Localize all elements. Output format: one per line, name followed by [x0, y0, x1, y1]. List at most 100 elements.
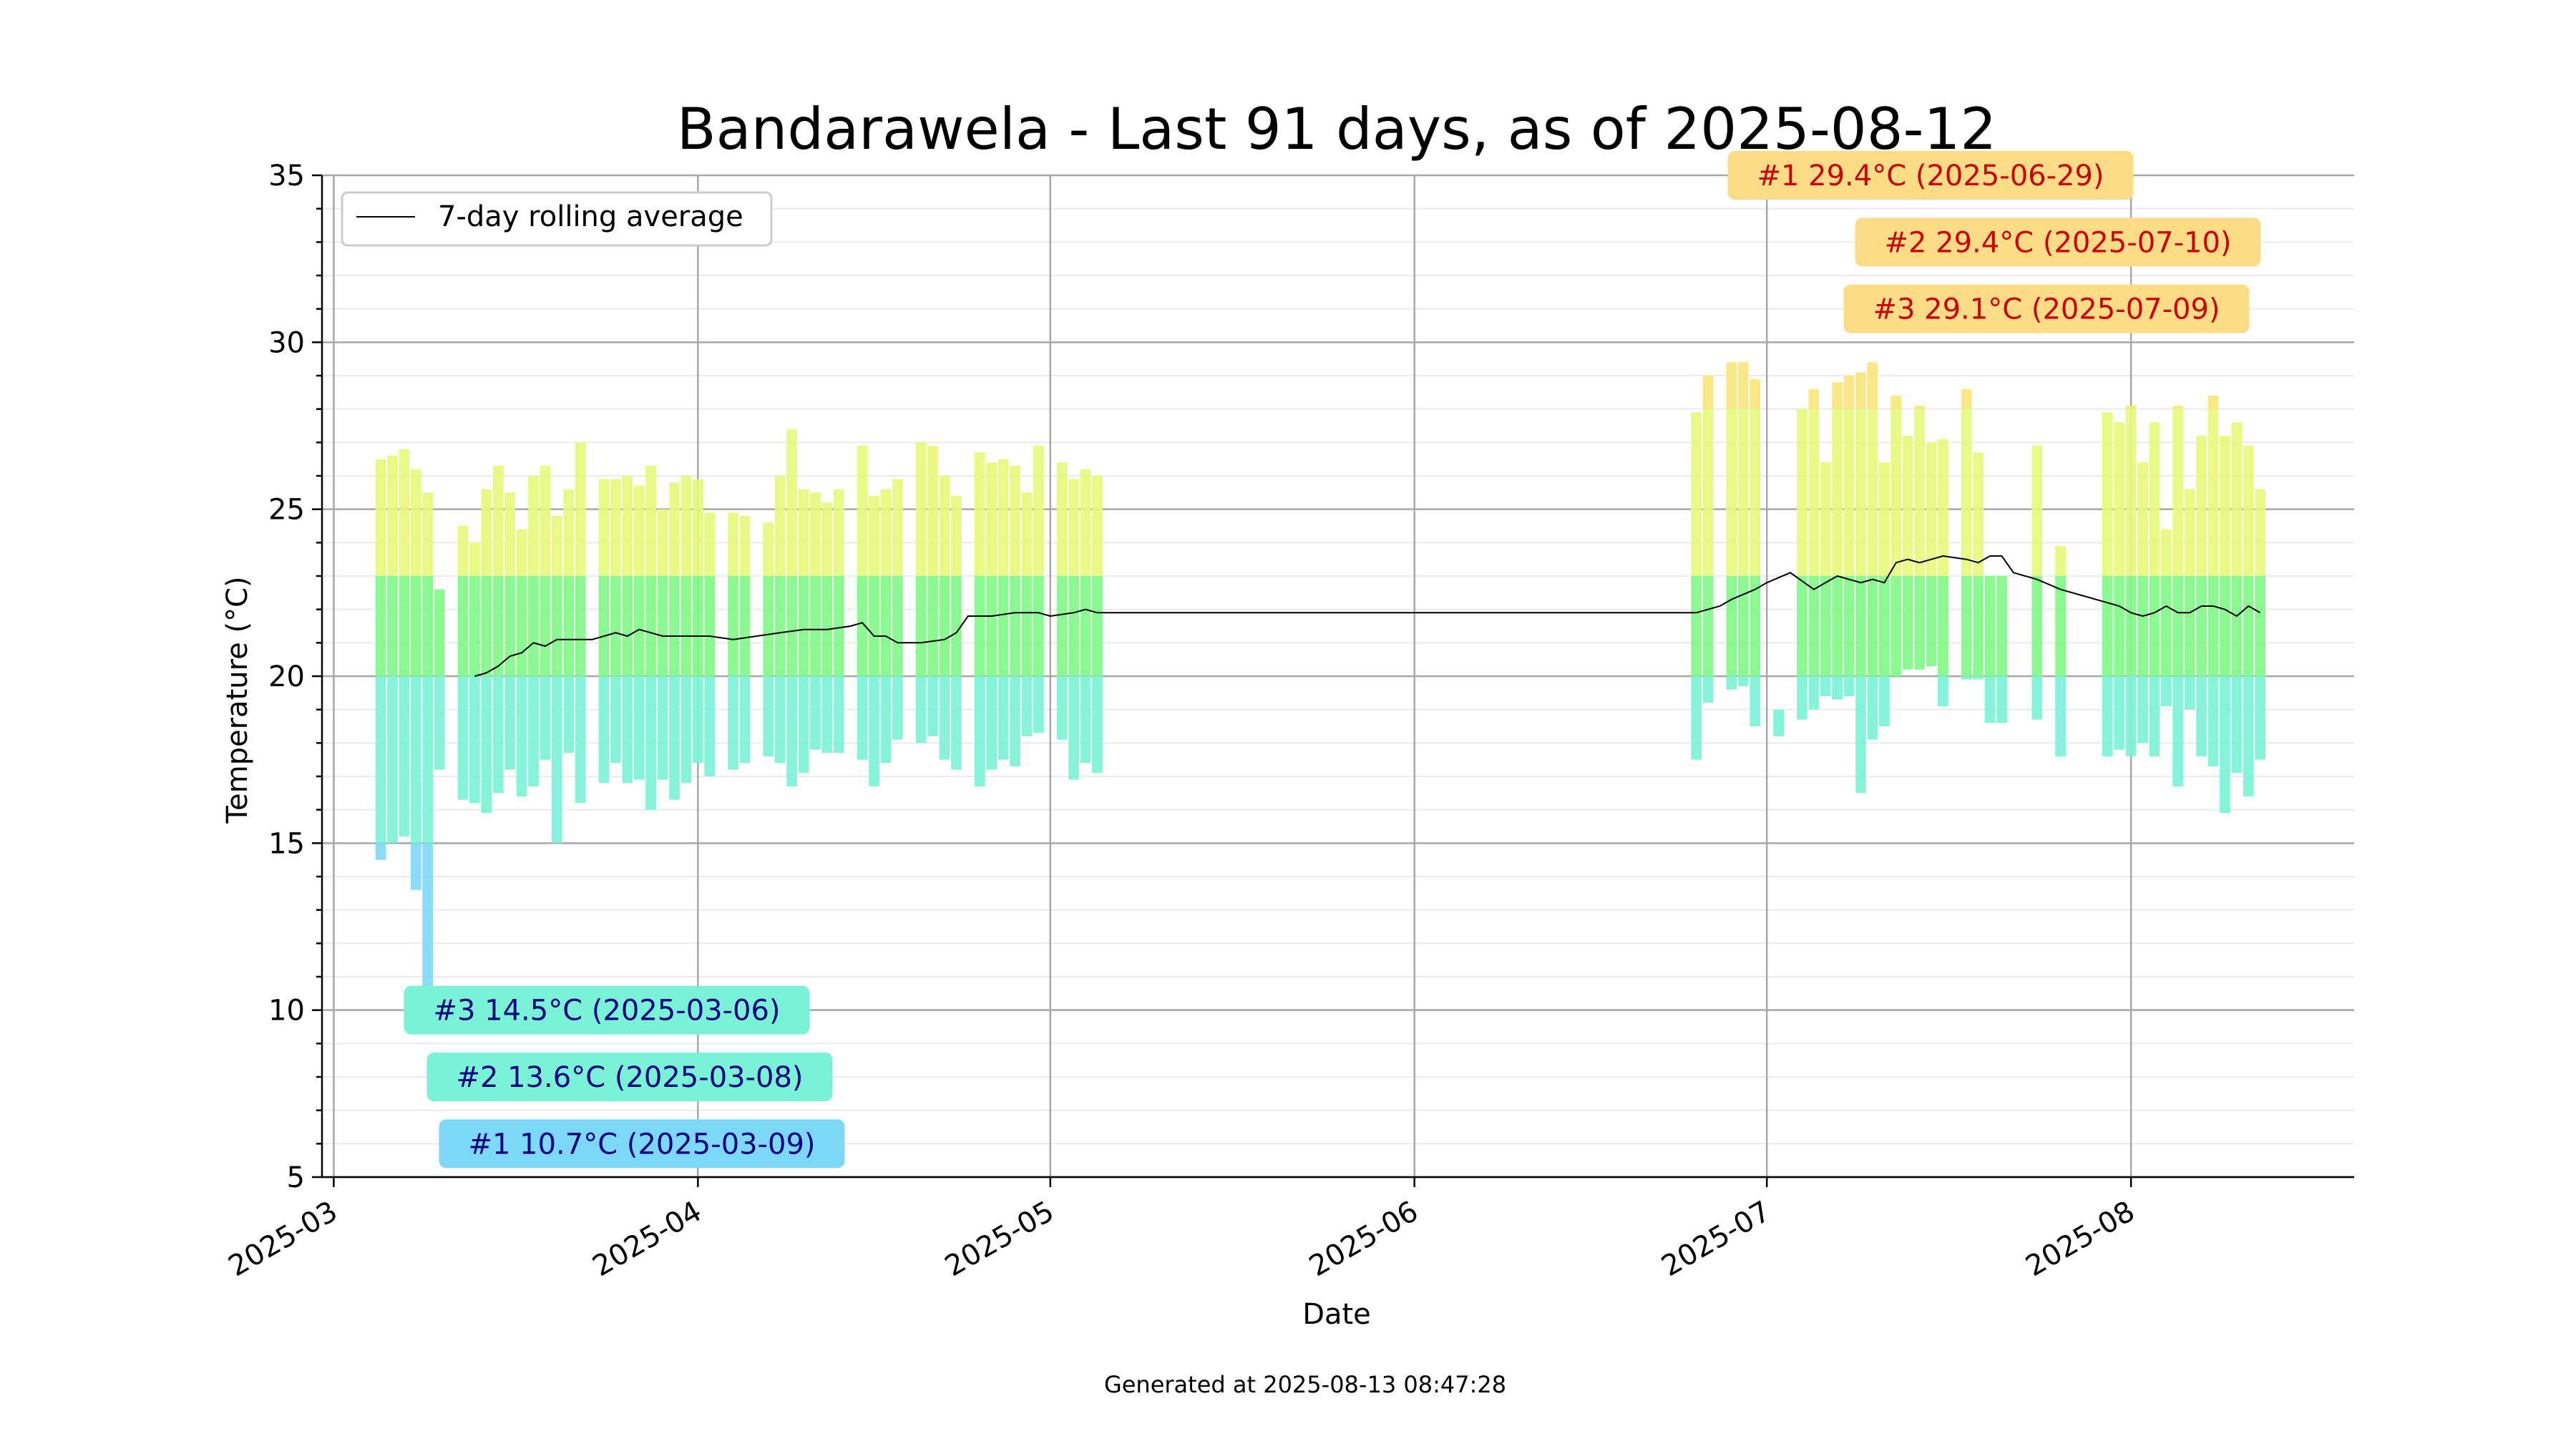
day-bar-segment — [1773, 709, 1784, 736]
day-bar-segment — [1021, 576, 1033, 676]
day-bar-segment — [2160, 529, 2172, 576]
hottest-annotation: #1 29.4°C (2025-06-29) — [1727, 151, 2134, 200]
day-bar-segment — [1878, 676, 1890, 726]
day-bar — [410, 469, 421, 890]
day-bar-segment — [1092, 576, 1103, 676]
day-bar-segment — [974, 576, 985, 676]
day-bar — [1878, 462, 1890, 726]
day-bar — [833, 489, 844, 753]
day-bar-segment — [786, 676, 798, 786]
day-bar — [1056, 462, 1068, 740]
day-bar-segment — [763, 676, 774, 756]
day-bar-segment — [1056, 676, 1068, 740]
day-bar-segment — [833, 489, 844, 576]
day-bar-segment — [551, 516, 562, 576]
day-bar-segment — [2160, 576, 2172, 676]
day-bar-segment — [1843, 676, 1855, 696]
day-bar — [2172, 406, 2184, 786]
coldest-annotation: #2 13.6°C (2025-03-08) — [426, 1053, 833, 1101]
day-bar-segment — [880, 576, 892, 676]
day-bar — [857, 446, 868, 760]
day-bar-segment — [2184, 676, 2195, 710]
day-bar-segment — [633, 676, 645, 780]
day-bar-segment — [540, 466, 551, 576]
day-bar-segment — [704, 576, 716, 676]
day-bar-segment — [1737, 676, 1749, 686]
day-bar-segment — [516, 676, 527, 796]
day-bar-segment — [610, 479, 621, 576]
day-bar-segment — [915, 442, 927, 576]
day-bar-segment — [2055, 576, 2066, 676]
day-bar-segment — [1750, 409, 1761, 576]
day-bar — [1820, 462, 1831, 696]
day-bar-segment — [974, 452, 985, 576]
day-bar-segment — [1808, 389, 1820, 409]
day-bar-segment — [504, 676, 516, 770]
day-bar — [1914, 406, 1925, 670]
day-bar-segment — [2137, 462, 2148, 576]
day-bar-segment — [657, 676, 668, 780]
day-bar — [997, 459, 1009, 760]
day-bar-segment — [774, 576, 786, 676]
day-bar — [774, 476, 786, 763]
day-bar — [492, 466, 504, 794]
day-bar-segment — [2231, 422, 2243, 576]
day-bar-segment — [1820, 576, 1831, 676]
day-bar-segment — [540, 576, 551, 676]
day-bar-segment — [1973, 452, 1984, 576]
day-bar-segment — [492, 676, 504, 794]
day-bar — [1984, 576, 1996, 723]
day-bar-segment — [575, 676, 586, 804]
day-bar-segment — [1843, 576, 1855, 676]
day-bar-segment — [1010, 576, 1020, 676]
day-bar-segment — [997, 676, 1009, 760]
day-bar-segment — [997, 459, 1009, 576]
day-bar-segment — [528, 576, 539, 676]
day-bar-segment — [469, 542, 480, 576]
day-bar — [1902, 436, 1913, 670]
day-bar — [1021, 492, 1033, 736]
day-bar-segment — [728, 676, 738, 770]
day-bar-segment — [598, 576, 610, 676]
day-bar-segment — [927, 576, 939, 676]
day-bar — [598, 479, 610, 784]
day-bar-segment — [1750, 576, 1761, 676]
day-bar-segment — [763, 522, 774, 576]
day-bar-segment — [1750, 676, 1761, 726]
day-bar-segment — [387, 576, 398, 676]
day-bar — [2114, 422, 2125, 750]
day-bar-segment — [880, 676, 892, 763]
day-bar-segment — [915, 576, 927, 676]
day-bar-segment — [422, 843, 434, 987]
day-bar-segment — [2207, 409, 2219, 576]
day-bar-segment — [1914, 409, 1925, 576]
day-bar-segment — [410, 469, 421, 576]
hottest-annotation-box — [1855, 218, 2261, 267]
day-bar — [1832, 382, 1843, 700]
day-bar — [951, 496, 962, 770]
day-bar-segment — [2255, 576, 2266, 676]
day-bar-segment — [680, 476, 692, 576]
day-bar — [504, 492, 516, 770]
day-bar — [2196, 436, 2207, 756]
day-bar-segment — [986, 676, 997, 770]
day-bar-segment — [786, 576, 798, 676]
day-bar — [1890, 396, 1902, 676]
day-bar-segment — [704, 676, 716, 776]
day-bar-segment — [434, 589, 445, 676]
day-bar — [986, 462, 997, 770]
day-bar-segment — [2243, 676, 2254, 796]
day-bar-segment — [1033, 576, 1044, 676]
day-bar-segment — [1737, 576, 1749, 676]
day-bar-segment — [774, 476, 786, 576]
day-bar-segment — [1855, 676, 1866, 794]
day-bar-segment — [692, 479, 703, 576]
coldest-annotation-box — [439, 1119, 845, 1169]
day-bar-segment — [1984, 576, 1996, 676]
day-bar-segment — [410, 676, 421, 844]
day-bar-segment — [1832, 576, 1843, 676]
day-bar-segment — [1808, 676, 1820, 710]
day-bar-segment — [1820, 676, 1831, 696]
day-bar-segment — [1938, 676, 1948, 706]
x-tick-label: 2025-06 — [1304, 1195, 1424, 1283]
